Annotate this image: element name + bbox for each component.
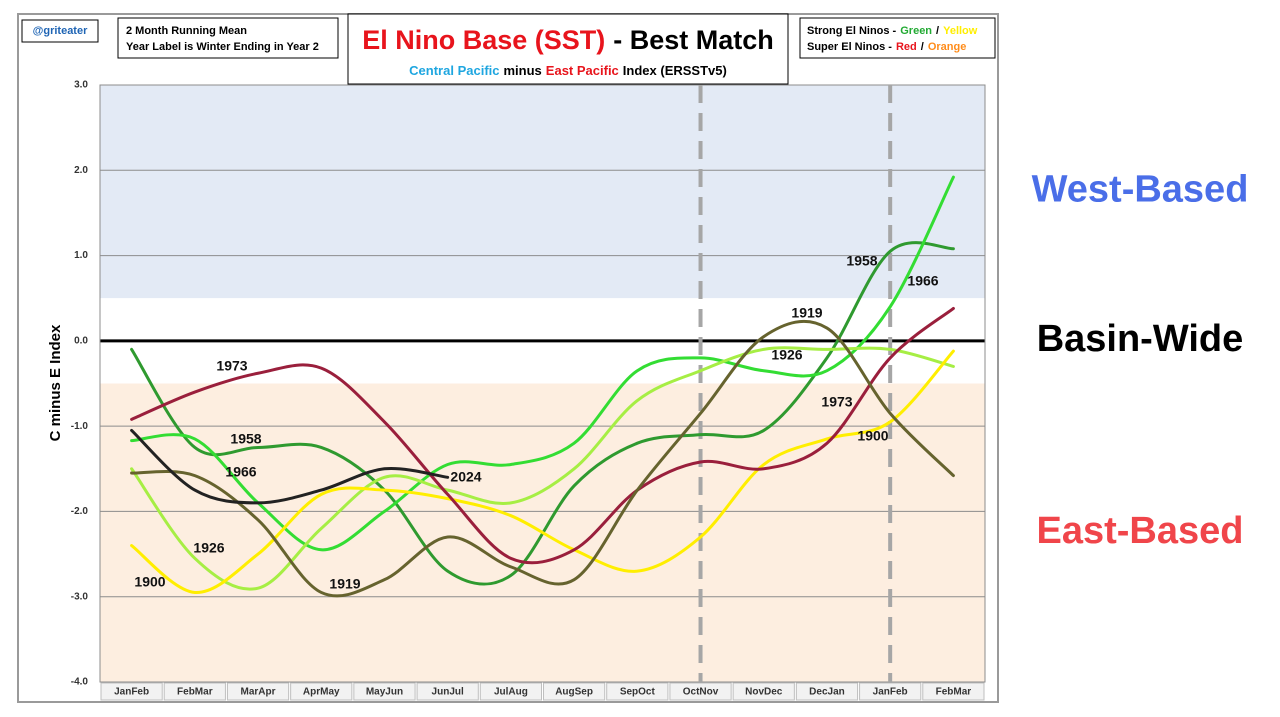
- x-tick-box: [290, 682, 353, 701]
- text-part: Green: [900, 25, 932, 37]
- x-tick-label: JunJul: [432, 687, 464, 698]
- region-label: East-Based: [1037, 510, 1244, 552]
- note: Year Label is Winter Ending in Year 2: [126, 41, 319, 53]
- series-label: 2024: [450, 469, 481, 485]
- text-part: Central Pacific: [409, 63, 499, 78]
- x-tick-label: AugSep: [555, 687, 593, 698]
- x-tick-label: NovDec: [745, 687, 783, 698]
- x-tick-label: MayJun: [366, 687, 403, 698]
- key-line: Super El Ninos - Red / Orange: [807, 41, 966, 53]
- x-tick-box: [100, 682, 163, 701]
- text-part: Orange: [928, 41, 967, 53]
- x-tick-box: [479, 682, 542, 701]
- series-line: [130, 349, 955, 594]
- note: 2 Month Running Mean: [126, 25, 247, 37]
- series-line: [130, 428, 450, 505]
- series-line: [130, 306, 955, 565]
- notes-box: [117, 17, 339, 59]
- text-part: Yellow: [943, 25, 978, 37]
- x-tick-label: FebMar: [177, 687, 213, 698]
- x-tick-label: JulAug: [494, 687, 528, 698]
- title-box: [347, 13, 789, 85]
- series-label: 1919: [791, 305, 822, 321]
- x-tick-label: JanFeb: [114, 687, 149, 698]
- text-part: minus: [504, 63, 542, 78]
- series-label: 1973: [821, 394, 852, 410]
- chart-subtitle: Central Pacific minus East Pacific Index (E…: [409, 63, 727, 78]
- series-line: [130, 346, 955, 591]
- text-part: Super El Ninos -: [807, 41, 892, 53]
- series-label: 1966: [907, 273, 938, 289]
- series-label: 1926: [193, 540, 224, 556]
- y-tick-label: 1.0: [74, 250, 88, 261]
- y-tick-label: 0.0: [74, 335, 88, 346]
- series-label: 1958: [846, 253, 877, 269]
- series-label: 1926: [771, 347, 802, 363]
- series-line: [130, 175, 955, 552]
- series-label: 1966: [225, 464, 256, 480]
- x-tick-box: [226, 682, 290, 701]
- y-axis-label: C minus E Index: [47, 324, 64, 441]
- series-label: 1958: [230, 431, 261, 447]
- x-tick-label: SepOct: [620, 687, 656, 698]
- x-tick-box: [669, 682, 732, 701]
- text-part: East Pacific: [546, 63, 619, 78]
- region-label: West-Based: [1032, 169, 1249, 211]
- x-tick-box: [922, 682, 985, 701]
- x-tick-box: [795, 682, 859, 701]
- y-tick-label: -1.0: [71, 421, 89, 432]
- y-tick-label: -2.0: [71, 506, 89, 517]
- region: [100, 85, 985, 299]
- x-tick-box: [732, 682, 795, 701]
- chart-title: El Nino Base (SST) - Best Match: [362, 25, 774, 55]
- x-tick-box: [163, 682, 226, 701]
- x-tick-box: [353, 682, 416, 701]
- key-line: Strong El Ninos - Green / Yellow: [807, 25, 978, 37]
- x-tick-box: [416, 682, 479, 701]
- text-part: Red: [896, 41, 917, 53]
- y-tick-label: 3.0: [74, 80, 88, 91]
- series-label: 1900: [134, 574, 165, 590]
- author-box: [21, 19, 99, 43]
- text-part: - Best Match: [613, 25, 774, 55]
- series-line: [130, 319, 955, 598]
- text-part: Strong El Ninos -: [807, 25, 897, 37]
- x-tick-label: AprMay: [303, 687, 340, 698]
- x-tick-box: [543, 682, 606, 701]
- series-label: 1900: [857, 428, 888, 444]
- key-box: [799, 17, 996, 59]
- text-part: El Nino Base (SST): [362, 25, 605, 55]
- y-tick-label: -3.0: [71, 591, 89, 602]
- x-tick-label: MarApr: [241, 687, 276, 698]
- x-tick-label: JanFeb: [873, 687, 908, 698]
- x-tick-box: [859, 682, 922, 701]
- series-label: 1973: [216, 358, 247, 374]
- x-tick-label: DecJan: [809, 687, 845, 698]
- text-part: /: [921, 41, 924, 53]
- y-tick-label: 2.0: [74, 165, 88, 176]
- plot: -4.0 -3.0 -2.0 -1.0 0.0 1.0 2.0 3.0 JanFeb FebMar…: [71, 80, 986, 701]
- y-tick-label: -4.0: [71, 677, 89, 688]
- series-label: 1919: [329, 576, 360, 592]
- text-part: Index (ERSSTv5): [623, 63, 727, 78]
- region-label: Basin-Wide: [1037, 318, 1244, 360]
- plot-border: [99, 84, 986, 683]
- author: @griteater: [33, 25, 88, 37]
- text-part: /: [936, 25, 939, 37]
- x-tick-box: [606, 682, 669, 701]
- x-tick-label: FebMar: [936, 687, 972, 698]
- x-tick-label: OctNov: [683, 687, 719, 698]
